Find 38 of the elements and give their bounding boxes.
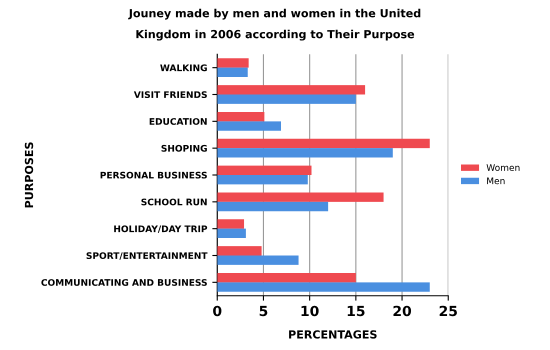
x-tick-label: 5 [260, 306, 268, 316]
x-tick-label: 0 [213, 306, 222, 316]
x-tick-label: 25 [440, 306, 457, 316]
y-tick-label: HOLIDAY/DAY TRIP [114, 225, 208, 233]
bar [217, 121, 282, 131]
y-tick-label: COMMUNICATING AND BUSINESS [41, 279, 207, 286]
bar [217, 246, 262, 256]
y-tick-label: SHOPING [162, 144, 207, 152]
bar [217, 58, 249, 68]
y-tick-label: VISIT FRIENDS [134, 91, 207, 98]
bar [217, 228, 246, 238]
legend-label: Women [486, 164, 520, 171]
bar [217, 85, 366, 94]
x-tick-label: 10 [302, 306, 319, 316]
bar [217, 112, 264, 122]
x-tick-label: 20 [393, 306, 412, 316]
bar [217, 256, 299, 265]
y-tick-label: SCHOOL RUN [141, 198, 207, 206]
x-tick-label: 15 [348, 306, 365, 316]
bar [217, 166, 312, 175]
y-tick-label: SPORT/ENTERTAINMENT [86, 252, 208, 260]
bar [217, 202, 328, 212]
bar [217, 175, 308, 184]
bar [217, 138, 430, 148]
chart-title: Jouney made by men and women in the United Kingdom in 2006 according to Their Purpose [128, 8, 420, 41]
bar [217, 272, 356, 282]
y-tick-label: PERSONAL BUSINESS [100, 172, 207, 179]
y-tick-label: EDUCATION [150, 118, 207, 125]
legend-label: Men [487, 178, 505, 184]
x-axis-title: PERCENTAGES [289, 330, 377, 339]
y-tick-label: WALKING [160, 64, 207, 72]
bar [217, 68, 248, 78]
bar [217, 282, 430, 292]
y-axis-title: PURPOSES [24, 142, 34, 208]
bar [217, 192, 384, 202]
bar [217, 219, 244, 229]
bar [217, 148, 393, 158]
bar [217, 94, 356, 104]
